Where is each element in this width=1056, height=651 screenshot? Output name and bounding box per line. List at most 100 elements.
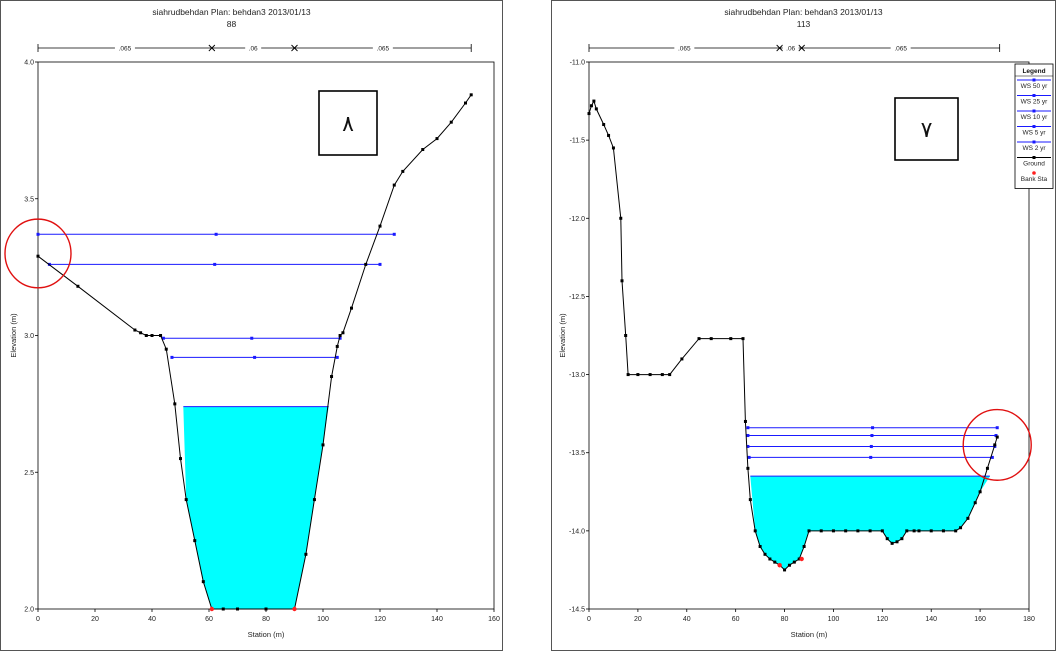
legend-marker-symbol [1032,125,1036,128]
ground-point [697,337,701,341]
chart-svg-left: siahrudbehdan Plan: behdan3 2013/01/13 88… [0,0,503,651]
ground-point [449,120,453,124]
ws-marker [746,426,750,430]
ground-point [668,373,672,377]
ground-point [179,457,182,461]
ground-point [966,516,970,520]
ws-marker [338,336,342,340]
legend-bank-sta-symbol [1032,171,1036,175]
highlight-circle [962,408,1032,481]
y-tick-label: 2.5 [24,470,34,477]
ground-point [392,183,396,187]
x-tick-label: 60 [732,616,740,623]
ground-point [587,112,591,116]
y-tick-label: -14.0 [569,528,585,535]
ground-point [648,373,652,377]
y-tick-label: -14.5 [569,607,585,614]
ground-point [753,529,757,533]
ground-point [797,557,801,561]
x-axis-title: Station (m) [248,630,285,639]
bank-station-marker [799,556,804,562]
ground-point [607,133,611,137]
ground-point [959,526,963,530]
x-tick-label: 40 [683,616,691,623]
outer-frame [551,0,1056,651]
manning-n-label: .065 [894,46,907,53]
ws-marker [392,232,396,236]
ground-point [341,331,345,335]
ground-point [802,544,806,548]
y-tick-label: 3.0 [24,333,34,340]
x-tick-label: 60 [205,616,213,623]
ground-point [885,537,889,541]
ground-point [133,328,137,332]
ground-point [201,580,205,584]
ground-point [819,529,823,533]
manning-n-break-marker [208,44,216,52]
legend-entry: Bank Sta [1021,176,1048,183]
ground-point [978,490,982,494]
ws-marker [250,336,254,340]
ground-point [164,347,168,351]
y-tick-label: 2.0 [24,607,34,614]
ground-point [264,607,268,611]
y-tick-label: -13.5 [569,450,585,457]
ground-point [321,443,325,447]
legend-entry: WS 50 yr [1021,83,1049,90]
x-tick-label: 160 [974,616,986,623]
ground-point [435,137,439,141]
ground-point [193,539,197,543]
manning-n-label: .06 [249,46,258,53]
legend-marker-symbol [1032,94,1036,97]
ground-point [364,262,368,266]
chart-svg-right: siahrudbehdan Plan: behdan3 2013/01/13 11… [551,0,1056,651]
bank-station-marker [292,606,297,612]
ground-point [173,402,177,406]
ws-marker [253,355,257,359]
x-tick-label: 80 [781,616,789,623]
ground-point [464,101,467,105]
y-tick-label: -11.5 [570,138,586,145]
ground-line [588,99,998,571]
ground-point [401,169,405,173]
cross-section-chart-right: siahrudbehdan Plan: behdan3 2013/01/13 11… [551,0,1056,651]
ground-point [741,337,745,341]
ground-point [807,529,811,533]
y-axis-title: Elevation (m) [9,313,18,358]
legend-entry: WS 25 yr [1021,99,1049,106]
legend-marker-symbol [1032,156,1036,159]
x-tick-label: 180 [1023,616,1035,623]
x-tick-label: 20 [91,616,99,623]
plot-area [588,61,1030,610]
ground-point [589,104,593,108]
x-tick-label: 80 [262,616,270,623]
manning-n-label: .065 [119,46,132,53]
x-tick-label: 40 [148,616,156,623]
ground-point [746,466,750,470]
ws-marker [869,455,873,459]
ground-point [831,529,835,533]
highlight-circle [4,218,72,289]
ground-point [844,529,848,533]
ground-point [620,279,624,283]
ws-marker [335,355,339,359]
manning-n-label: .06 [786,46,795,53]
legend-title: Legend [1022,68,1045,75]
ground-point [729,337,733,341]
ground-point [792,560,796,564]
ws-marker [214,232,218,236]
x-tick-label: 140 [431,616,443,623]
cross-section-chart-left: siahrudbehdan Plan: behdan3 2013/01/13 88… [0,0,503,651]
chart-title: siahrudbehdan Plan: behdan3 2013/01/13 [724,7,883,17]
ground-point [184,498,188,502]
x-tick-label: 0 [587,616,591,623]
ground-point [748,498,752,502]
ws-marker [161,336,165,340]
y-tick-label: -12.0 [569,216,585,223]
x-axis-title: Station (m) [791,630,828,639]
x-tick-label: 100 [828,616,840,623]
ground-point [335,344,339,348]
ground-point [159,334,163,337]
ws-marker [746,444,750,448]
ground-point [660,373,664,377]
